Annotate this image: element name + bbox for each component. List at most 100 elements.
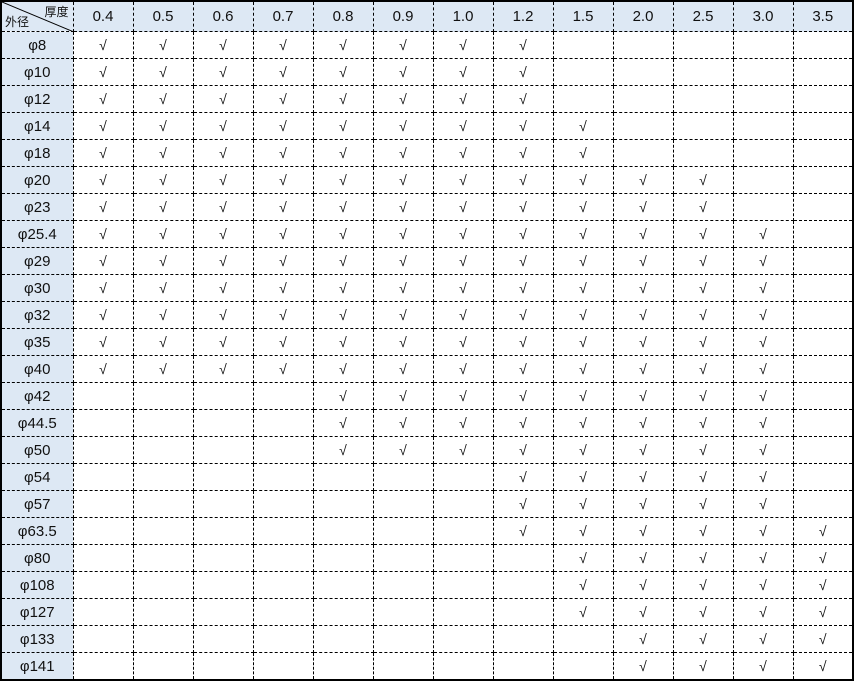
check-mark-cell: √ [192,247,254,275]
check-mark-cell: √ [192,85,254,113]
empty-cell [492,571,554,599]
column-header: 3.0 [732,0,794,32]
check-mark-cell: √ [672,436,734,464]
check-mark-cell: √ [312,85,374,113]
check-mark-cell: √ [252,31,314,59]
row-header: φ133 [0,625,74,653]
empty-cell [732,139,794,167]
check-mark-cell: √ [192,301,254,329]
empty-cell [672,112,734,140]
table-row: φ30 √ √ √ √ √ √ √ √ √ √ √ √ [0,274,854,302]
empty-cell [672,139,734,167]
table-row: φ44.5 √ √ √ √ √ √ √ √ [0,409,854,437]
empty-cell [492,652,554,681]
column-header: 0.4 [72,0,134,32]
check-mark-cell: √ [672,274,734,302]
corner-diameter-label: 外径 [5,15,30,29]
check-mark-cell: √ [612,436,674,464]
column-header: 0.6 [192,0,254,32]
table-row: φ10 √ √ √ √ √ √ √ √ [0,58,854,86]
table-row: φ54 √ √ √ √ √ [0,463,854,491]
check-mark-cell: √ [552,355,614,383]
empty-cell [252,490,314,518]
check-mark-cell: √ [432,382,494,410]
header-row: 厚度 外径 0.4 0.5 0.6 0.7 0.8 0.9 1.0 1.2 1.5 2.0 2.5 3… [0,0,854,32]
check-mark-cell: √ [672,409,734,437]
empty-cell [792,58,854,86]
empty-cell [192,436,254,464]
check-mark-cell: √ [312,301,374,329]
check-mark-cell: √ [612,382,674,410]
row-header: φ20 [0,166,74,194]
empty-cell [252,409,314,437]
table-row: φ127 √ √ √ √ √ [0,598,854,626]
row-header: φ50 [0,436,74,464]
check-mark-cell: √ [372,409,434,437]
empty-cell [792,382,854,410]
check-mark-cell: √ [312,274,374,302]
empty-cell [372,571,434,599]
empty-cell [132,436,194,464]
empty-cell [432,598,494,626]
empty-cell [732,58,794,86]
empty-cell [192,517,254,545]
empty-cell [72,625,134,653]
check-mark-cell: √ [492,409,554,437]
check-mark-cell: √ [372,112,434,140]
check-mark-cell: √ [132,355,194,383]
check-mark-cell: √ [612,544,674,572]
empty-cell [792,166,854,194]
check-mark-cell: √ [612,652,674,681]
empty-cell [432,625,494,653]
check-mark-cell: √ [252,301,314,329]
check-mark-cell: √ [672,247,734,275]
check-mark-cell: √ [732,490,794,518]
check-mark-cell: √ [72,31,134,59]
check-mark-cell: √ [552,112,614,140]
empty-cell [132,598,194,626]
empty-cell [252,598,314,626]
empty-cell [312,625,374,653]
check-mark-cell: √ [312,220,374,248]
check-mark-cell: √ [612,274,674,302]
check-mark-cell: √ [132,139,194,167]
empty-cell [552,625,614,653]
check-mark-cell: √ [492,31,554,59]
empty-cell [372,463,434,491]
table-row: φ42 √ √ √ √ √ √ √ √ [0,382,854,410]
diagonal-divider [2,2,74,32]
check-mark-cell: √ [432,139,494,167]
check-mark-cell: √ [672,355,734,383]
empty-cell [372,625,434,653]
row-header: φ44.5 [0,409,74,437]
check-mark-cell: √ [492,58,554,86]
table-row: φ25.4 √ √ √ √ √ √ √ √ √ √ √ √ [0,220,854,248]
row-header: φ54 [0,463,74,491]
check-mark-cell: √ [612,193,674,221]
table-row: φ63.5 √ √ √ √ √ √ [0,517,854,545]
row-header: φ108 [0,571,74,599]
empty-cell [492,598,554,626]
check-mark-cell: √ [372,31,434,59]
table-row: φ80 √ √ √ √ √ [0,544,854,572]
check-mark-cell: √ [312,58,374,86]
empty-cell [372,652,434,681]
check-mark-cell: √ [672,301,734,329]
check-mark-cell: √ [132,247,194,275]
check-mark-cell: √ [252,112,314,140]
empty-cell [792,112,854,140]
empty-cell [792,409,854,437]
row-header: φ80 [0,544,74,572]
empty-cell [252,544,314,572]
row-header: φ18 [0,139,74,167]
column-header: 0.8 [312,0,374,32]
check-mark-cell: √ [132,166,194,194]
check-mark-cell: √ [72,112,134,140]
check-mark-cell: √ [672,166,734,194]
empty-cell [792,139,854,167]
check-mark-cell: √ [192,193,254,221]
table-row: φ29 √ √ √ √ √ √ √ √ √ √ √ √ [0,247,854,275]
check-mark-cell: √ [132,112,194,140]
check-mark-cell: √ [732,544,794,572]
check-mark-cell: √ [432,301,494,329]
